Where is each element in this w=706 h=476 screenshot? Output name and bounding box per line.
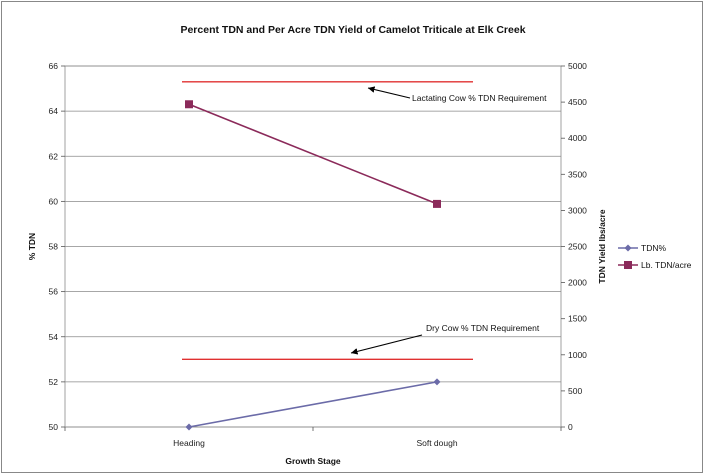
series-point	[433, 199, 441, 208]
left-tick-label: 52	[49, 377, 59, 387]
left-axis-title: % TDN	[27, 233, 37, 260]
reference-lines	[182, 81, 473, 360]
right-tick-label: 3000	[568, 205, 587, 215]
right-tick-label: 1000	[568, 350, 587, 360]
right-tick-label: 500	[568, 386, 582, 396]
series-line	[188, 381, 438, 428]
right-tick-label: 1500	[568, 314, 587, 324]
legend-swatch-marker	[624, 244, 632, 252]
left-tick-label: 60	[49, 196, 59, 206]
legend: TDN% Lb. TDN/acre	[618, 243, 692, 270]
right-tick-label: 4500	[568, 97, 587, 107]
gridlines	[65, 65, 561, 428]
x-tick-label: Heading	[173, 438, 205, 448]
left-tick-label: 54	[49, 332, 59, 342]
series-point	[433, 378, 441, 386]
x-tick-label: Soft dough	[416, 438, 457, 448]
legend-swatch-marker	[624, 261, 632, 269]
annotation-arrow	[350, 334, 423, 355]
left-tick-label: 64	[49, 106, 59, 116]
chart-title: Percent TDN and Per Acre TDN Yield of Ca…	[180, 24, 525, 36]
right-axis-title: TDN Yield lbs/acre	[597, 209, 607, 283]
left-tick-label: 66	[49, 61, 59, 71]
right-tick-label: 4000	[568, 133, 587, 143]
right-tick-label: 3500	[568, 169, 587, 179]
right-tick-label: 0	[568, 422, 573, 432]
series-point	[185, 100, 193, 109]
x-axis-ticks: Heading Soft dough	[64, 427, 562, 448]
annotation-label: Lactating Cow % TDN Requirement	[412, 93, 547, 103]
left-tick-label: 56	[49, 287, 59, 297]
annotation-arrow	[367, 86, 411, 99]
right-axis-ticks: 0 500 1000 1500 2000 2500 3000 3500 4000 4500 5000	[561, 61, 587, 432]
left-axis-ticks: 50 52 54 56 58 60 62 64 66	[49, 61, 65, 432]
left-tick-label: 50	[49, 422, 59, 432]
left-tick-label: 58	[49, 242, 59, 252]
x-axis-title: Growth Stage	[285, 456, 341, 466]
series-point	[185, 423, 193, 431]
right-tick-label: 2000	[568, 278, 587, 288]
right-tick-label: 5000	[568, 61, 587, 71]
annotation-label: Dry Cow % TDN Requirement	[426, 323, 540, 333]
right-tick-label: 2500	[568, 242, 587, 252]
series-group	[185, 100, 441, 431]
series-line	[188, 103, 438, 205]
annotations: Lactating Cow % TDN Requirement Dry Cow %…	[350, 86, 547, 355]
legend-label: Lb. TDN/acre	[641, 260, 692, 270]
legend-label: TDN%	[641, 243, 666, 253]
left-tick-label: 62	[49, 151, 59, 161]
